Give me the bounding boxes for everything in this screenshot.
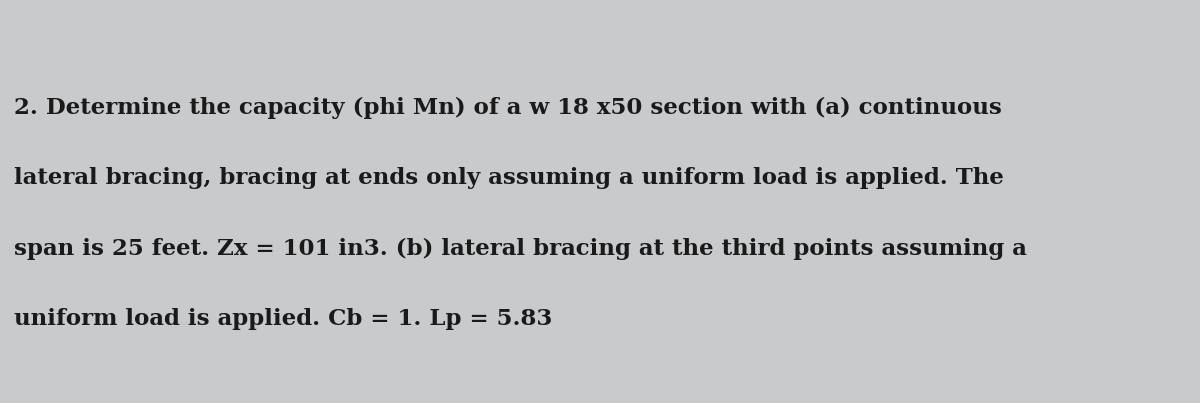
Text: uniform load is applied. Cb = 1. Lp = 5.83: uniform load is applied. Cb = 1. Lp = 5.…	[14, 308, 553, 330]
Text: 2. Determine the capacity (phi Mn) of a w 18 x50 section with (a) continuous: 2. Determine the capacity (phi Mn) of a …	[14, 97, 1002, 119]
Text: span is 25 feet. Zx = 101 in3. (b) lateral bracing at the third points assuming : span is 25 feet. Zx = 101 in3. (b) later…	[14, 238, 1027, 260]
Text: lateral bracing, bracing at ends only assuming a uniform load is applied. The: lateral bracing, bracing at ends only as…	[14, 167, 1004, 189]
